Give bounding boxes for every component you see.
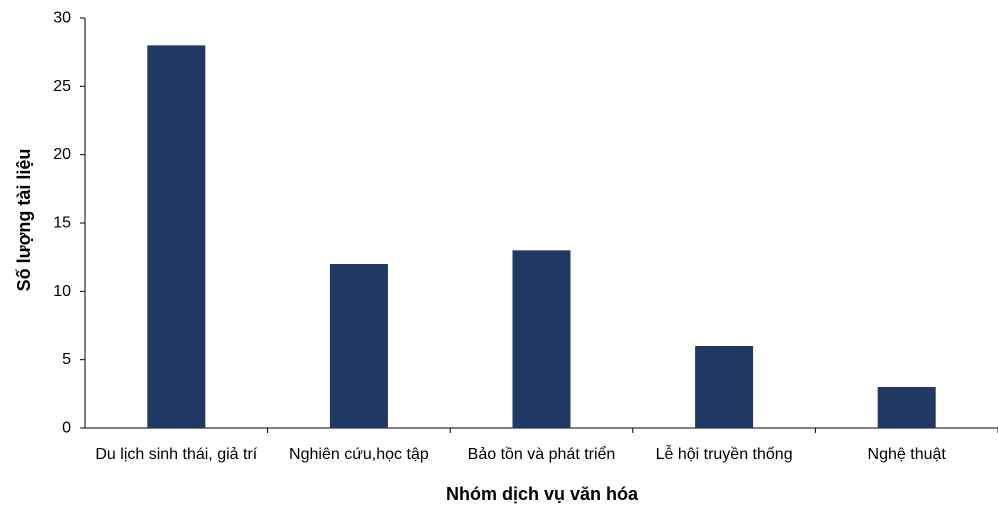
- y-axis: 0 5 10 15 20 25 30: [53, 10, 86, 437]
- bars: [147, 45, 936, 428]
- x-category-label: Bảo tồn và phát triển: [468, 445, 616, 463]
- x-category-label: Lễ hội truyền thống: [656, 444, 793, 463]
- bar: [329, 264, 388, 428]
- bar: [695, 346, 754, 428]
- y-tick-label: 30: [53, 10, 71, 27]
- x-category-label: Nghệ thuật: [868, 446, 947, 463]
- y-tick-label: 10: [53, 283, 71, 300]
- y-axis-title: Số lượng tài liệu: [14, 149, 34, 292]
- x-axis: [85, 427, 998, 433]
- y-tick-label: 20: [53, 146, 71, 163]
- bar: [877, 387, 936, 428]
- y-tick-label: 15: [53, 215, 71, 232]
- y-tick-label: 0: [62, 420, 71, 437]
- bar: [512, 250, 571, 428]
- x-category-label: Nghiên cứu,học tập: [289, 446, 429, 463]
- x-category-label: Du lịch sinh thái, giả trí: [95, 446, 257, 463]
- bar: [147, 45, 206, 428]
- y-tick-label: 25: [53, 78, 71, 95]
- category-labels: Du lịch sinh thái, giả trí Nghiên cứu,học…: [95, 444, 946, 463]
- x-axis-title: Nhóm dịch vụ văn hóa: [446, 484, 639, 504]
- y-tick-label: 5: [62, 351, 71, 368]
